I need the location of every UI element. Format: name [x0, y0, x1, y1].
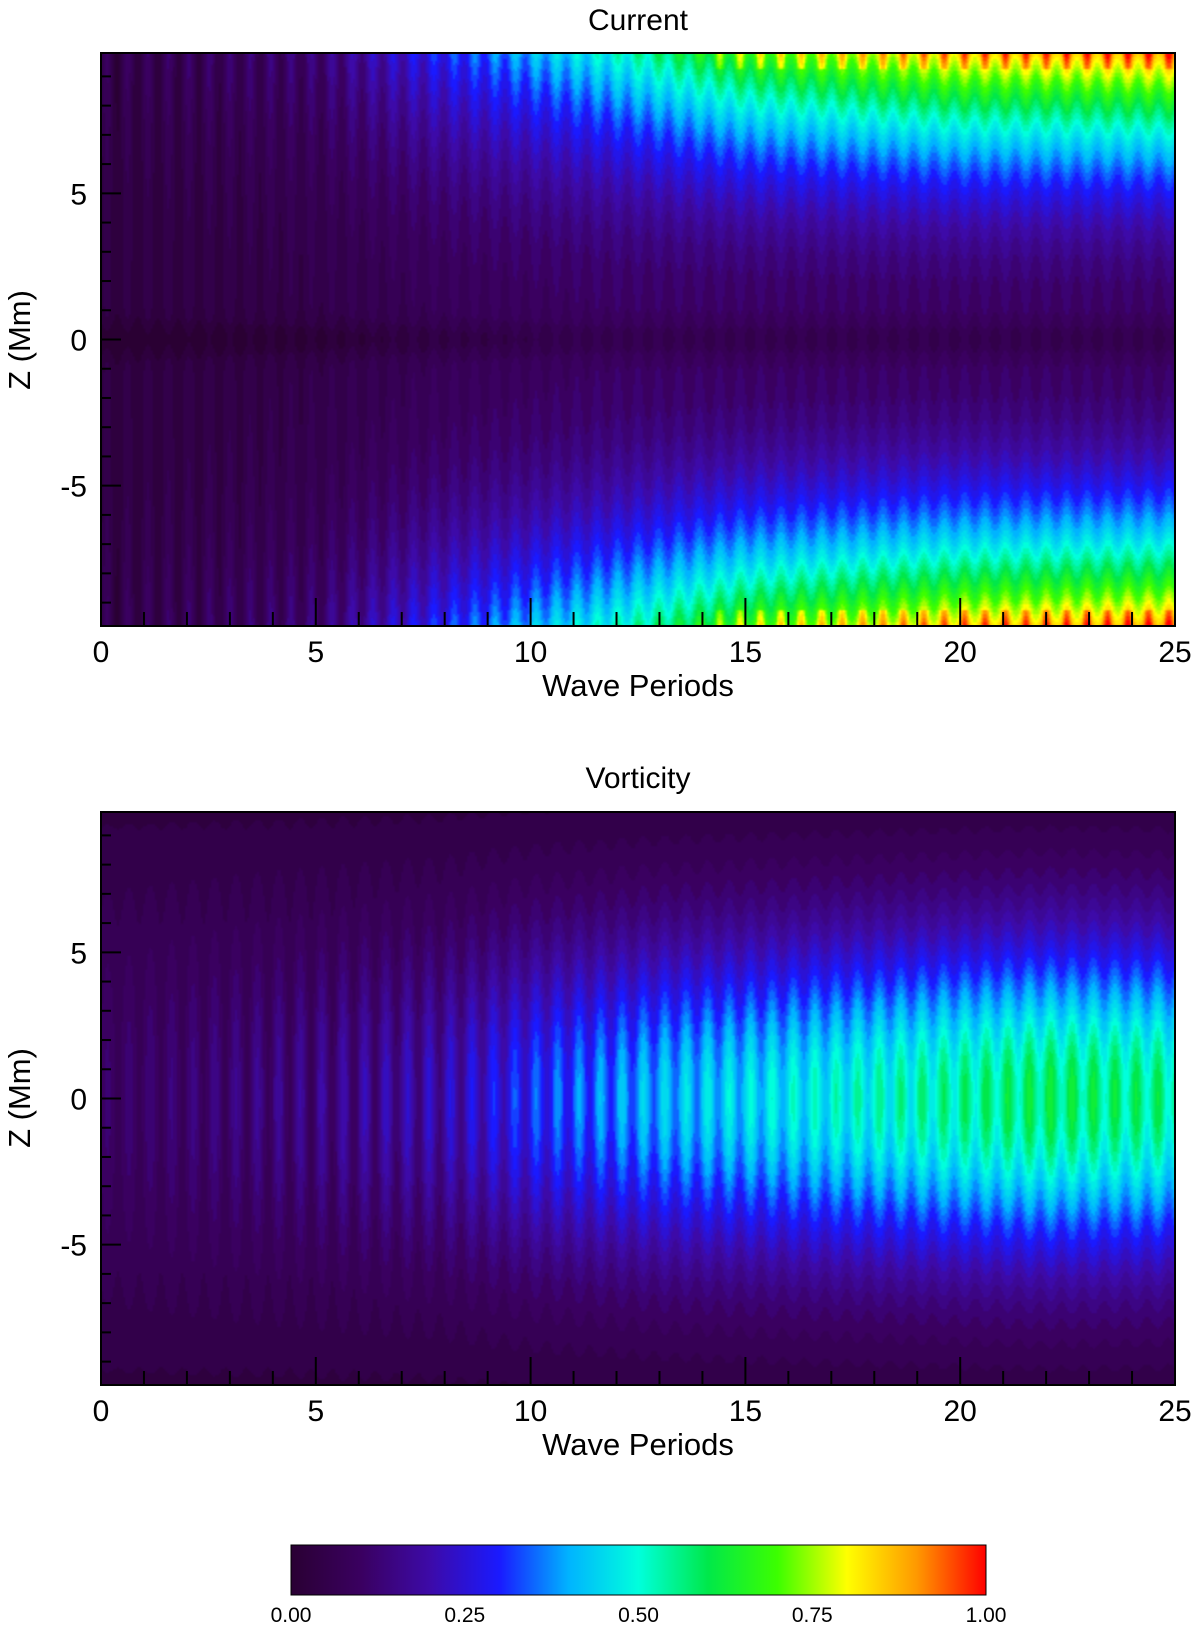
current-y-axis-label: Z (Mm): [2, 290, 37, 390]
x-tick-label: 20: [944, 1395, 977, 1428]
y-tick-label: -5: [60, 1230, 87, 1263]
vorticity-ticks: [100, 834, 1176, 1385]
current-x-tick-labels: 0 5 10 15 20 25: [93, 636, 1192, 669]
y-tick-label: 0: [70, 1084, 87, 1117]
x-tick-label: 15: [729, 636, 762, 669]
x-tick-label: 25: [1158, 636, 1191, 669]
current-panel: Current 0 5 10 15 20 25 -5 0 5 Wave Periods Z (…: [2, 4, 1192, 703]
vorticity-x-tick-labels: 0 5 10 15 20 25: [93, 1395, 1192, 1428]
x-tick-label: 5: [307, 1395, 324, 1428]
x-tick-label: 0: [93, 1395, 110, 1428]
colorbar-tick-label: 0.00: [271, 1604, 312, 1627]
colorbar-tick-label: 1.00: [966, 1604, 1007, 1627]
x-tick-label: 15: [729, 1395, 762, 1428]
y-tick-label: -5: [60, 471, 87, 504]
colorbar-tick-label: 0.25: [444, 1604, 485, 1627]
x-tick-label: 25: [1158, 1395, 1191, 1428]
vorticity-y-axis-label: Z (Mm): [2, 1048, 37, 1148]
y-tick-label: 5: [70, 937, 87, 970]
y-tick-label: 0: [70, 325, 87, 358]
colorbar-gradient: [290, 1544, 987, 1596]
current-x-axis-label: Wave Periods: [542, 668, 734, 703]
current-ticks: [100, 75, 1176, 626]
colorbar-tick-label: 0.75: [792, 1604, 833, 1627]
colorbar: 0.00 0.25 0.50 0.75 1.00: [271, 1544, 1007, 1627]
y-tick-label: 5: [70, 178, 87, 211]
x-tick-label: 10: [514, 1395, 547, 1428]
current-title: Current: [588, 4, 689, 37]
vorticity-panel: Vorticity 0 5 10 15 20 25 -5 0 5 Wave Periods Z…: [2, 762, 1192, 1462]
vorticity-title: Vorticity: [585, 762, 690, 795]
x-tick-label: 5: [307, 636, 324, 669]
vorticity-y-tick-labels: -5 0 5: [60, 937, 87, 1262]
x-tick-label: 20: [944, 636, 977, 669]
colorbar-tick-label: 0.50: [618, 1604, 659, 1627]
vorticity-x-axis-label: Wave Periods: [542, 1427, 734, 1462]
current-y-tick-labels: -5 0 5: [60, 178, 87, 503]
vorticity-heatmap: [101, 812, 1175, 1385]
current-heatmap: [101, 53, 1175, 626]
colorbar-tick-labels: 0.00 0.25 0.50 0.75 1.00: [271, 1604, 1007, 1627]
x-tick-label: 10: [514, 636, 547, 669]
x-tick-label: 0: [93, 636, 110, 669]
